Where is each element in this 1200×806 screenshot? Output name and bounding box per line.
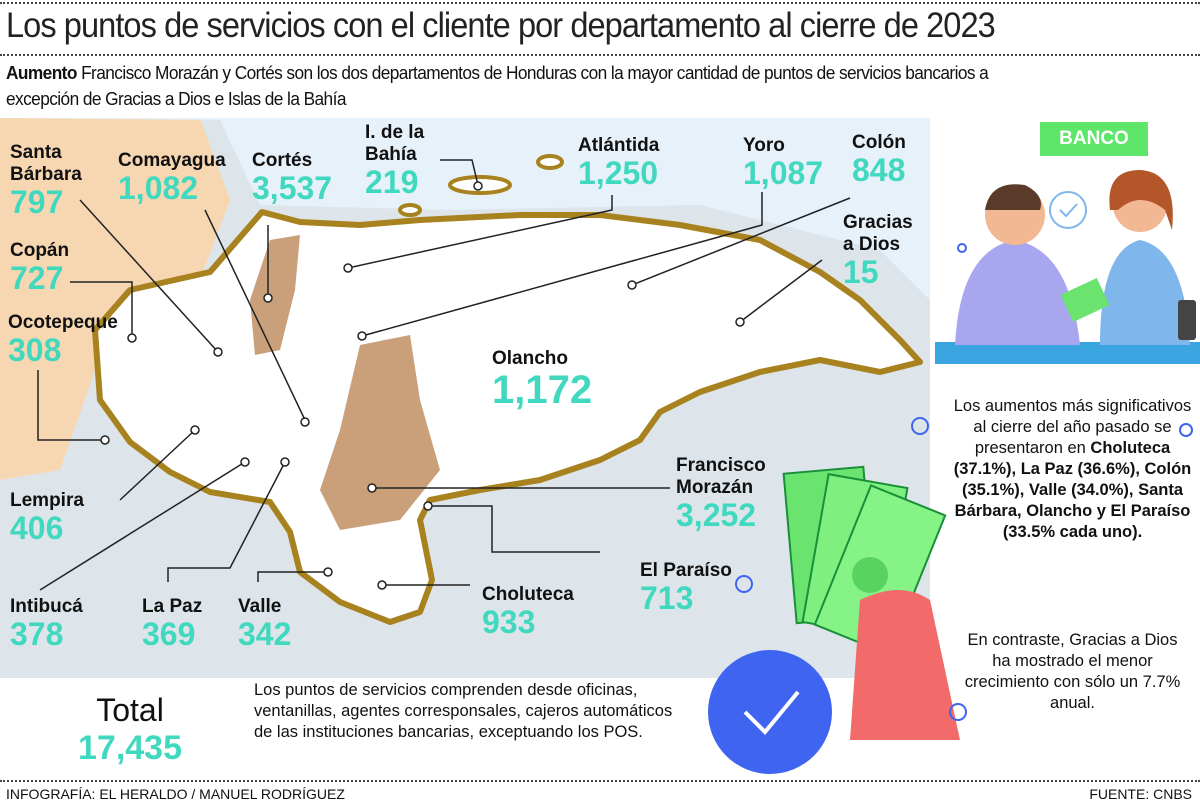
dept-value: 1,250 xyxy=(578,155,659,191)
caribbean-sea xyxy=(0,118,930,300)
dept-value: 3,252 xyxy=(676,497,757,533)
decorative-circles xyxy=(735,243,1193,721)
dept-la-paz: La Paz 369 xyxy=(142,596,202,650)
dept-intibuca: Intibucá 378 xyxy=(10,596,83,650)
dept-atlantida: Atlántida 1,250 xyxy=(578,135,659,189)
credit: INFOGRAFÍA: EL HERALDO / MANUEL RODRÍGUE… xyxy=(6,786,345,802)
dept-copan: Copán 727 xyxy=(10,240,69,294)
dept-name: Cortés xyxy=(252,150,313,171)
dept-value: 406 xyxy=(10,510,64,546)
dept-el-paraiso: El Paraíso 713 xyxy=(640,560,732,614)
side-note-contrast: En contraste, Gracias a Dios ha mostrado… xyxy=(964,631,1181,712)
region-francisco-morazan xyxy=(320,335,440,530)
dept-name: Colón xyxy=(852,132,906,153)
divider xyxy=(0,54,1200,56)
footnote: Los puntos de servicios comprenden desde… xyxy=(254,681,673,741)
source: FUENTE: CNBS xyxy=(1089,786,1192,802)
dept-value: 369 xyxy=(142,616,196,652)
dept-francisco-morazan: Francisco Morazán 3,252 xyxy=(676,455,786,531)
dept-valle: Valle 342 xyxy=(238,596,291,650)
subtitle-text: Francisco Morazán y Cortés son los dos d… xyxy=(6,63,989,109)
money-bills-icon xyxy=(782,465,960,740)
dept-name: Ocotepeque xyxy=(8,312,118,333)
total: Total 17,435 xyxy=(78,692,182,768)
dept-name: Yoro xyxy=(743,135,785,156)
neighbor-guatemala xyxy=(0,118,230,480)
check-circle-icon xyxy=(708,650,832,774)
side-text: Los aumentos más significativos al cierr… xyxy=(953,397,1192,457)
dept-value: 727 xyxy=(10,260,64,296)
dept-name: Gracias a Dios xyxy=(843,212,913,255)
bank-sign: BANCO xyxy=(1040,122,1148,156)
dept-gracias-a-dios: Gracias a Dios 15 xyxy=(843,212,923,288)
dept-comayagua: Comayagua 1,082 xyxy=(118,150,226,204)
dept-value: 713 xyxy=(640,580,694,616)
dept-name: Olancho xyxy=(492,348,569,369)
dept-value: 933 xyxy=(482,604,536,640)
dept-name: I. de la Bahía xyxy=(365,122,425,165)
divider xyxy=(0,780,1200,782)
dept-yoro: Yoro 1,087 xyxy=(743,135,823,189)
side-text-bold: Choluteca (37.1%), La Paz (36.6%), Colón… xyxy=(953,439,1192,541)
divider xyxy=(0,2,1200,4)
bank-teller-illustration xyxy=(930,120,1200,364)
dept-value: 848 xyxy=(852,152,906,188)
dept-name: La Paz xyxy=(142,596,203,617)
dept-value: 1,082 xyxy=(118,170,199,206)
dept-name: Francisco Morazán xyxy=(676,455,766,498)
dept-name: Copán xyxy=(10,240,70,261)
dept-name: Choluteca xyxy=(482,584,574,605)
side-note-increases: Los aumentos más significativos al cierr… xyxy=(950,396,1195,543)
subtitle-lead: Aumento xyxy=(6,63,77,83)
leader-lines xyxy=(37,159,851,591)
dept-santa-barbara: Santa Bárbara 797 xyxy=(10,142,130,218)
dept-value: 219 xyxy=(365,164,419,200)
dept-islas-de-la-bahia: I. de la Bahía 219 xyxy=(365,122,445,198)
page-title: Los puntos de servicios con el cliente p… xyxy=(6,6,996,45)
dept-name: Lempira xyxy=(10,490,84,511)
dept-name: Intibucá xyxy=(10,596,83,617)
dept-value: 1,087 xyxy=(743,155,824,191)
dept-olancho: Olancho 1,172 xyxy=(492,348,592,410)
dept-name: Atlántida xyxy=(578,135,660,156)
dept-lempira: Lempira 406 xyxy=(10,490,84,544)
subtitle: Aumento Francisco Morazán y Cortés son l… xyxy=(6,60,1014,112)
dept-name: Santa Bárbara xyxy=(10,142,82,185)
dept-value: 15 xyxy=(843,254,879,290)
dept-value: 378 xyxy=(10,616,64,652)
dept-value: 342 xyxy=(238,616,292,652)
dept-name: Comayagua xyxy=(118,150,226,171)
honduras-outline xyxy=(92,209,923,625)
dept-ocotepeque: Ocotepeque 308 xyxy=(8,312,118,366)
total-value: 17,435 xyxy=(78,729,182,767)
dept-colon: Colón 848 xyxy=(852,132,906,186)
dept-value: 308 xyxy=(8,332,62,368)
region-cortes xyxy=(250,235,300,355)
dept-name: Valle xyxy=(238,596,282,617)
dept-value: 797 xyxy=(10,184,64,220)
dept-choluteca: Choluteca 933 xyxy=(482,584,574,638)
dept-value: 3,537 xyxy=(252,170,333,206)
total-label: Total xyxy=(96,692,164,728)
dept-cortes: Cortés 3,537 xyxy=(252,150,332,204)
dept-name: El Paraíso xyxy=(640,560,732,581)
department-markers xyxy=(100,181,745,590)
dept-value: 1,172 xyxy=(492,368,593,412)
